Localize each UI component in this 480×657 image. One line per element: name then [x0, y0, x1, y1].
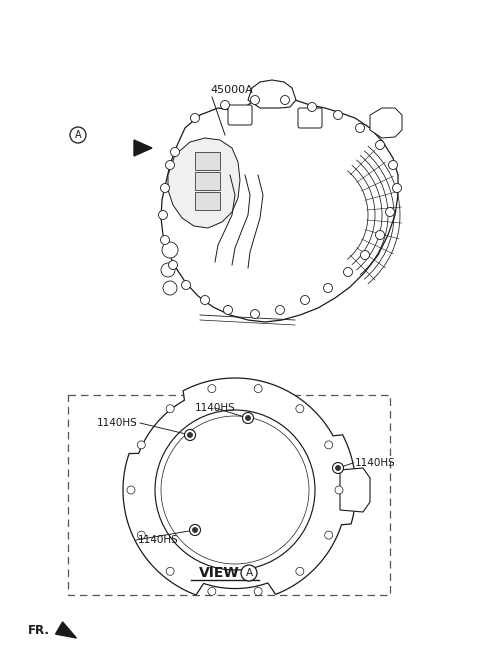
Circle shape: [393, 183, 401, 193]
Circle shape: [192, 528, 197, 533]
Circle shape: [388, 160, 397, 170]
FancyBboxPatch shape: [298, 108, 322, 128]
Circle shape: [163, 281, 177, 295]
Circle shape: [160, 235, 169, 244]
Circle shape: [137, 531, 145, 539]
Circle shape: [324, 531, 333, 539]
Circle shape: [308, 102, 316, 112]
FancyBboxPatch shape: [228, 105, 252, 125]
Circle shape: [137, 441, 145, 449]
Circle shape: [296, 567, 304, 576]
Circle shape: [375, 231, 384, 240]
Circle shape: [280, 95, 289, 104]
Circle shape: [220, 101, 229, 110]
Circle shape: [155, 410, 315, 570]
Circle shape: [385, 208, 395, 217]
Circle shape: [241, 565, 257, 581]
Circle shape: [375, 141, 384, 150]
Text: VIEW: VIEW: [199, 566, 240, 580]
Circle shape: [254, 587, 262, 595]
Circle shape: [160, 183, 169, 193]
Polygon shape: [248, 80, 296, 108]
FancyBboxPatch shape: [195, 172, 220, 190]
Circle shape: [242, 413, 253, 424]
Circle shape: [190, 524, 201, 535]
FancyBboxPatch shape: [195, 192, 220, 210]
Circle shape: [276, 306, 285, 315]
Circle shape: [162, 242, 178, 258]
Circle shape: [335, 486, 343, 494]
Circle shape: [208, 587, 216, 595]
Circle shape: [224, 306, 232, 315]
Circle shape: [161, 263, 175, 277]
Text: 1140HS: 1140HS: [355, 458, 396, 468]
Text: A: A: [75, 130, 81, 140]
Polygon shape: [161, 97, 398, 322]
Text: 1140HS: 1140HS: [97, 418, 138, 428]
Circle shape: [300, 296, 310, 304]
Circle shape: [166, 405, 174, 413]
Circle shape: [324, 441, 333, 449]
Circle shape: [324, 284, 333, 292]
Circle shape: [251, 309, 260, 319]
Circle shape: [201, 296, 209, 304]
Text: FR.: FR.: [28, 623, 50, 637]
Circle shape: [334, 110, 343, 120]
Polygon shape: [168, 138, 240, 228]
Circle shape: [181, 281, 191, 290]
Circle shape: [356, 124, 364, 133]
Circle shape: [191, 114, 200, 122]
Circle shape: [70, 127, 86, 143]
Circle shape: [296, 405, 304, 413]
Circle shape: [168, 260, 178, 269]
Circle shape: [184, 430, 195, 440]
Circle shape: [245, 415, 251, 420]
Polygon shape: [370, 108, 402, 138]
Circle shape: [333, 463, 344, 474]
Polygon shape: [340, 468, 370, 512]
Text: 45000A: 45000A: [210, 85, 253, 95]
Circle shape: [170, 148, 180, 156]
Circle shape: [158, 210, 168, 219]
Circle shape: [344, 267, 352, 277]
Polygon shape: [56, 622, 76, 638]
Circle shape: [188, 432, 192, 438]
Circle shape: [208, 384, 216, 393]
Circle shape: [166, 160, 175, 170]
Circle shape: [166, 567, 174, 576]
Circle shape: [360, 250, 370, 260]
Polygon shape: [134, 140, 152, 156]
Circle shape: [336, 466, 340, 470]
Polygon shape: [123, 378, 356, 595]
Circle shape: [127, 486, 135, 494]
Text: 1140HS: 1140HS: [194, 403, 235, 413]
Circle shape: [251, 95, 260, 104]
Circle shape: [254, 384, 262, 393]
Text: A: A: [245, 568, 252, 578]
FancyBboxPatch shape: [195, 152, 220, 170]
Text: 1140HS: 1140HS: [138, 535, 179, 545]
